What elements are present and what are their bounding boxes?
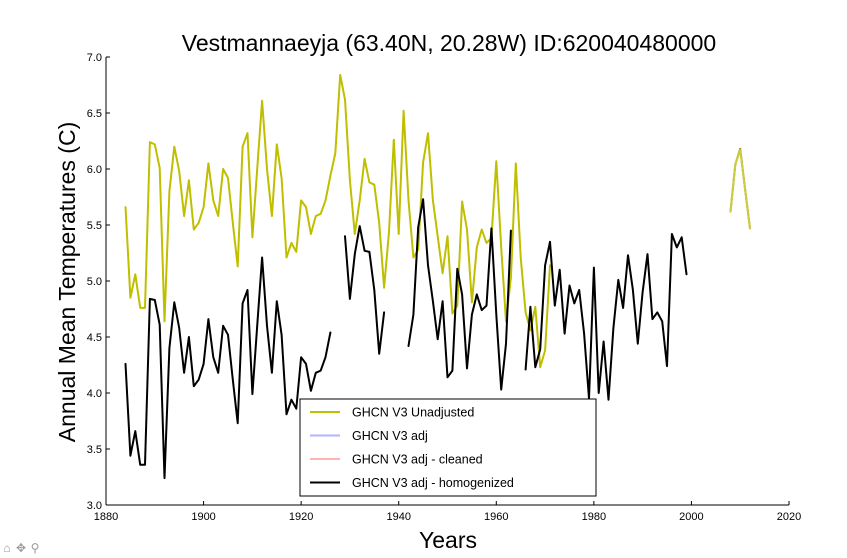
legend-box xyxy=(299,398,597,497)
y-tick-label: 3.0 xyxy=(87,500,102,512)
y-tick-label: 3.5 xyxy=(87,444,102,456)
y-tick-label: 5.5 xyxy=(87,220,102,232)
series-line-extra xyxy=(729,149,751,230)
pan-icon[interactable]: ✥ xyxy=(15,541,27,555)
x-tick-label: 1880 xyxy=(94,511,118,523)
x-tick-label: 2020 xyxy=(777,511,801,523)
series-line-ghcn-v3-adj-homogenized xyxy=(524,233,688,401)
legend-label: GHCN V3 adj - cleaned xyxy=(352,453,483,467)
series-line-ghcn-v3-unadjusted xyxy=(124,73,346,323)
series-line-ghcn-v3-adj-homogenized xyxy=(344,225,386,355)
x-tick-label: 1900 xyxy=(191,511,215,523)
series-line-ghcn-v3-unadjusted xyxy=(344,98,395,289)
y-tick-label: 5.0 xyxy=(87,276,102,288)
y-tick-label: 4.0 xyxy=(87,388,102,400)
x-axis-title: Years xyxy=(419,527,477,553)
legend-label: GHCN V3 Unadjusted xyxy=(352,406,474,420)
x-tick-label: 1920 xyxy=(289,511,313,523)
series-line-ghcn-v3-adj-homogenized xyxy=(124,256,332,480)
plot-area: 3.0 3.5 4.0 4.5 5.0 5.5 6.0 6.5 7.0 1880 1900 1920 1… xyxy=(87,52,802,523)
y-axis-title: Annual Mean Temperatures (C) xyxy=(54,122,80,442)
x-tick-label: 1980 xyxy=(582,511,606,523)
figure-toolbar: ⌂ ✥ ⚲ xyxy=(1,541,41,555)
home-icon[interactable]: ⌂ xyxy=(3,541,11,555)
legend-label: GHCN V3 adj xyxy=(352,429,428,443)
y-tick-label: 4.5 xyxy=(87,332,102,344)
x-tick-label: 1960 xyxy=(484,511,508,523)
zoom-icon[interactable]: ⚲ xyxy=(30,541,40,555)
chart-title: Vestmannaeyja (63.40N, 20.28W) ID:620040… xyxy=(182,30,716,56)
x-tick-label: 2000 xyxy=(679,511,703,523)
x-tick-label: 1940 xyxy=(386,511,410,523)
series-line-ghcn-v3-adj-homogenized xyxy=(407,198,512,391)
y-tick-label: 7.0 xyxy=(87,52,102,64)
y-tick-label: 6.5 xyxy=(87,108,102,120)
legend-label: GHCN V3 adj - homogenized xyxy=(352,476,514,490)
y-tick-label: 6.0 xyxy=(87,164,102,176)
